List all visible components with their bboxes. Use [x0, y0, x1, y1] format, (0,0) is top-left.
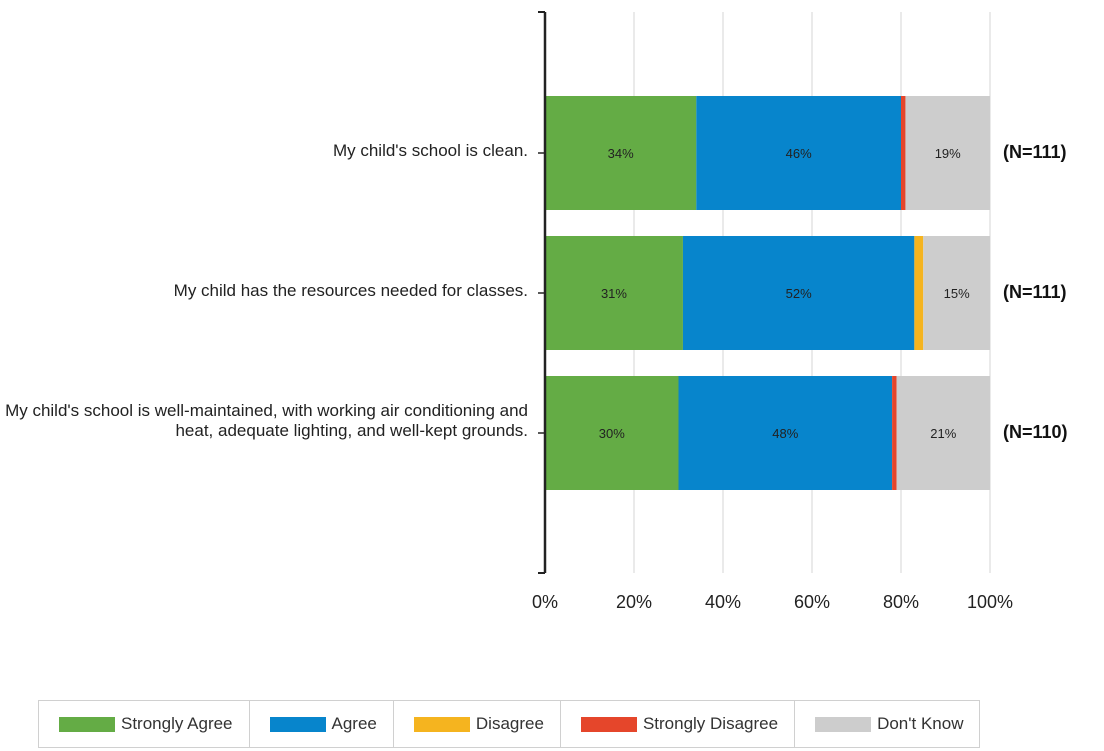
data-label: 46%: [786, 146, 812, 161]
legend-swatch: [815, 716, 872, 732]
sample-size-label: (N=111): [1003, 142, 1067, 162]
legend-swatch: [269, 716, 326, 732]
data-label: 30%: [599, 426, 625, 441]
legend-item-strongly-disagree[interactable]: Strongly Disagree: [561, 701, 796, 747]
x-tick-label: 100%: [966, 592, 1014, 612]
bar-segment: [545, 236, 683, 350]
bar-segment: [696, 96, 901, 210]
bar-segment: [896, 376, 990, 490]
legend-item-disagree[interactable]: Disagree: [394, 701, 561, 747]
sample-size-label: (N=111): [1003, 282, 1067, 302]
data-label: 19%: [935, 146, 961, 161]
legend-label: Agree: [331, 714, 377, 733]
legend-item-strongly-agree[interactable]: Strongly Agree: [39, 701, 250, 747]
data-label: 15%: [944, 286, 970, 301]
bar-segment: [914, 236, 924, 350]
legend-item-agree[interactable]: Agree: [250, 701, 394, 747]
x-tick-label: 0%: [531, 592, 558, 612]
legend-label: Don't Know: [877, 714, 964, 733]
category-label: My child has the resources needed for cl…: [173, 281, 528, 300]
bar-segment: [545, 376, 679, 490]
data-label: 34%: [608, 146, 634, 161]
legend-swatch: [413, 716, 470, 732]
legend-swatch: [59, 716, 115, 732]
x-tick-label: 60%: [793, 592, 831, 612]
legend-label: Disagree: [475, 714, 544, 733]
x-tick-label: 20%: [615, 592, 653, 612]
x-tick-label: 40%: [704, 592, 742, 612]
legend-swatch: [580, 716, 637, 732]
bar-segment: [901, 96, 906, 210]
data-label: 21%: [930, 426, 956, 441]
data-label: 31%: [601, 286, 627, 301]
bar-segment: [892, 376, 897, 490]
bar-segment: [682, 236, 915, 350]
legend-label: Strongly Disagree: [642, 714, 779, 733]
legend-label: Strongly Agree: [121, 714, 233, 733]
bar-segment: [923, 236, 990, 350]
x-tick-label: 80%: [882, 592, 920, 612]
data-label: 48%: [772, 426, 798, 441]
category-label: My child's school is clean.: [332, 141, 528, 160]
sample-size-label: (N=110): [1003, 422, 1068, 442]
category-label: My child's school is well-maintained, wi…: [5, 401, 528, 440]
data-label: 52%: [786, 286, 812, 301]
legend-item-dont-know[interactable]: Don't Know: [795, 701, 979, 747]
chart-legend: Strongly Agree Agree Disagree Strongly D…: [38, 700, 981, 748]
bar-segment: [545, 96, 697, 210]
bar-segment: [905, 96, 990, 210]
bar-segment: [678, 376, 893, 490]
